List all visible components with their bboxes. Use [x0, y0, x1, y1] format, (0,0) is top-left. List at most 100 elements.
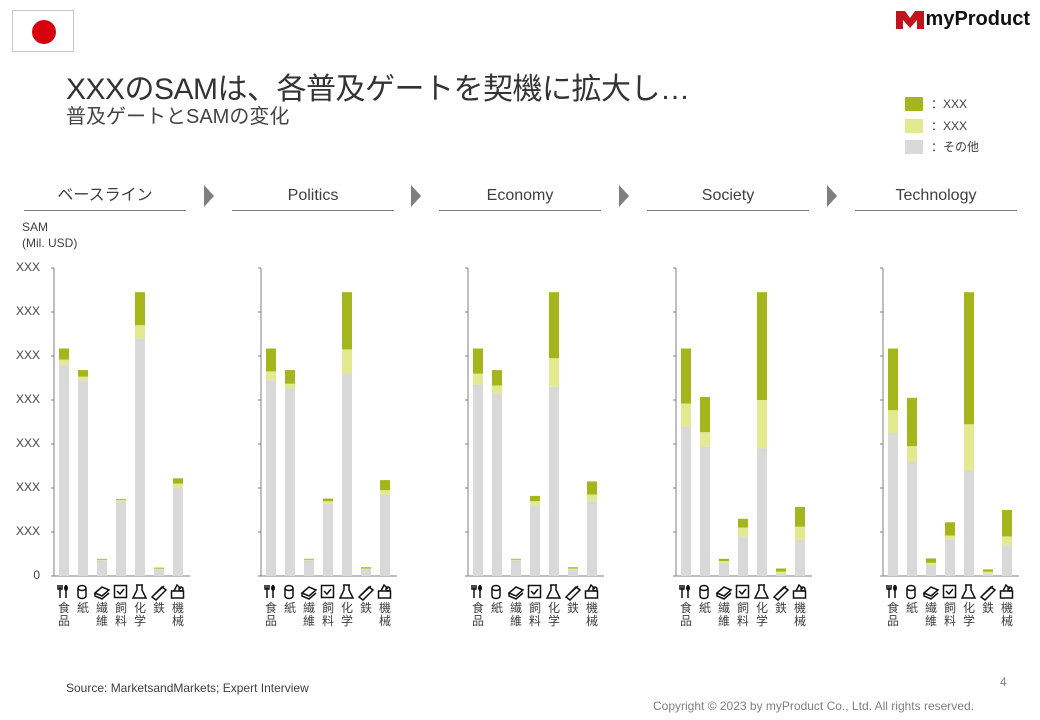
legend-item: ：その他: [905, 138, 979, 155]
category-label: 鉄: [982, 600, 994, 615]
category-label: 学: [548, 613, 560, 628]
japan-flag-icon: [12, 10, 74, 52]
bar-segment: [530, 505, 540, 576]
paper-roll-icon: [699, 584, 709, 600]
fabric-icon: [300, 586, 318, 600]
category-label: 機: [586, 600, 598, 615]
bar-segment: [795, 506, 805, 527]
feed-icon: [527, 584, 542, 599]
category-label: 紙: [491, 600, 503, 615]
fabric-icon: [922, 586, 940, 600]
steel-icon: [564, 585, 582, 601]
bar-segment: [888, 410, 898, 433]
bar-segment: [795, 526, 805, 540]
y-tick-label: XXX: [15, 348, 40, 362]
bar-segment: [568, 567, 578, 569]
bar-segment: [1002, 545, 1012, 576]
machine-icon: [584, 583, 599, 599]
bar-segment: [795, 539, 805, 576]
bar-segment: [135, 325, 145, 339]
fabric-icon: [507, 586, 525, 600]
category-label: 学: [134, 613, 146, 628]
bar-segment: [492, 370, 502, 386]
y-tick-label: XXX: [15, 436, 40, 450]
machine-icon: [170, 583, 185, 599]
y-tick-label: XXX: [15, 304, 40, 318]
bar-segment: [983, 569, 993, 572]
logo-mark-icon: [895, 10, 924, 29]
paper-roll-icon: [77, 584, 87, 600]
category-label: 飼: [737, 600, 749, 615]
bar-segment: [776, 573, 786, 576]
legend-swatch: [905, 139, 923, 154]
category-label: 繊: [718, 601, 730, 615]
y-tick-label: XXX: [15, 524, 40, 538]
bar-segment: [135, 292, 145, 326]
bar-segment: [964, 292, 974, 425]
bar-segment: [945, 522, 955, 536]
chevron-right-icon: [827, 185, 837, 207]
category-label: 品: [58, 614, 70, 628]
bar-segment: [568, 569, 578, 576]
paper-roll-icon: [491, 584, 501, 600]
category-label: 品: [680, 614, 692, 628]
category-label: 学: [756, 613, 768, 628]
feed-icon: [942, 584, 957, 599]
legend-label: ：XXX: [931, 119, 968, 133]
bar-segment: [681, 403, 691, 427]
category-label: 繊: [925, 601, 937, 615]
category-label: 機: [794, 600, 806, 615]
flag-circle: [32, 20, 56, 44]
category-label: 飼: [115, 600, 127, 615]
page-title: XXXのSAMは、各普及ゲートを契機に拡大し…: [66, 73, 690, 106]
bar-segment: [511, 558, 521, 560]
bar-segment: [700, 396, 710, 433]
bar-segment: [323, 498, 333, 502]
bar-segment: [738, 527, 748, 537]
page-number: 4: [1000, 675, 1007, 689]
flask-icon: [545, 584, 562, 599]
panel-header-society: Society: [647, 184, 809, 211]
bar-segment: [549, 292, 559, 359]
category-label: 紙: [284, 600, 296, 615]
category-label: 紙: [906, 600, 918, 615]
flask-icon: [753, 584, 770, 599]
category-label: 維: [303, 614, 315, 628]
machine-icon: [792, 583, 807, 599]
category-label: 品: [887, 614, 899, 628]
bar-segment: [323, 503, 333, 576]
y-axis-unit-sub: (Mil. USD): [22, 236, 78, 250]
bar-segment: [511, 559, 521, 561]
bar-segment: [530, 501, 540, 506]
machine-icon: [377, 583, 392, 599]
bar-segment: [719, 558, 729, 562]
fabric-icon: [715, 586, 733, 600]
bar-segment: [700, 446, 710, 576]
category-label: 機: [379, 600, 391, 615]
bar-segment: [97, 559, 107, 561]
bar-segment: [342, 373, 352, 576]
feed-icon: [320, 584, 335, 599]
bar-segment: [304, 558, 314, 560]
bar-segment: [983, 573, 993, 576]
bar-segment: [776, 571, 786, 574]
bar-segment: [681, 426, 691, 576]
bar-segment: [1002, 536, 1012, 546]
paper-roll-icon: [906, 584, 916, 600]
flask-icon: [131, 584, 148, 599]
bar-segment: [78, 380, 88, 576]
category-label: 械: [586, 613, 598, 628]
category-label: 飼: [529, 600, 541, 615]
category-label: 械: [794, 613, 806, 628]
category-label: 維: [925, 614, 937, 628]
bar-segment: [154, 568, 164, 570]
legend-swatch: [905, 96, 923, 111]
bar-segment: [78, 376, 88, 381]
bar-segment: [549, 386, 559, 576]
category-label: 繊: [96, 601, 108, 615]
category-label: 維: [718, 614, 730, 628]
category-label: 紙: [699, 600, 711, 615]
bar-segment: [97, 558, 107, 560]
category-label: 食: [680, 600, 692, 615]
cutlery-icon: [264, 585, 275, 598]
